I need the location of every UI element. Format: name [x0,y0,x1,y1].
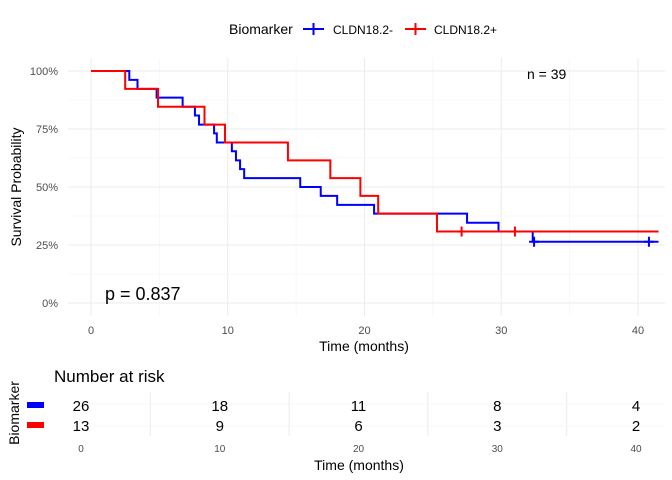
risk-x-tick-label: 20 [353,444,365,455]
censor-marks [456,226,654,247]
x-tick-label: 10 [222,325,234,337]
risk-row-key [27,422,44,428]
y-tick-label: 50% [36,182,58,194]
risk-table-keys [27,402,44,428]
legend: Biomarker CLDN18.2- CLDN18.2+ [229,21,497,37]
risk-table-y-axis-title: Biomarker [6,381,22,445]
y-axis-title: Survival Probability [8,127,24,246]
risk-table-cell: 8 [493,398,501,415]
censor-mark [529,236,540,247]
risk-x-tick-label: 40 [630,444,642,455]
risk-table-title: Number at risk [54,367,165,386]
censor-mark [456,226,467,237]
y-tick-label: 100% [30,66,58,78]
x-tick-label: 30 [495,325,507,337]
n-annotation: n = 39 [527,66,567,82]
main-plot-grid [68,58,665,316]
y-axis-ticks: 0% 25% 50% 75% 100% [30,66,58,310]
censor-mark [509,226,520,237]
risk-table-cell: 3 [493,418,501,435]
risk-table-cells: 26 18 11 8 4 13 9 6 3 2 [73,398,641,435]
y-tick-label: 0% [42,298,58,310]
x-tick-label: 20 [358,325,370,337]
risk-table-x-axis-title: Time (months) [314,457,404,473]
risk-x-tick-label: 0 [78,444,84,455]
risk-row-key [27,402,44,408]
y-tick-label: 75% [36,124,58,136]
risk-table-cell: 13 [73,418,90,435]
legend-title: Biomarker [229,21,293,37]
survival-curves [91,70,659,243]
risk-table-cell: 18 [211,398,228,415]
y-tick-label: 25% [36,240,58,252]
risk-x-tick-label: 10 [214,444,226,455]
legend-label-cldn18-pos: CLDN18.2+ [434,23,497,37]
legend-label-cldn18-neg: CLDN18.2- [333,23,393,37]
censor-mark [643,236,654,247]
risk-table-cell: 11 [351,398,367,415]
risk-table-grid [72,392,665,436]
risk-table-cell: 2 [632,418,640,435]
x-axis-title: Time (months) [319,338,409,354]
risk-table-x-ticks: 0 10 20 30 40 [78,444,642,455]
x-axis-ticks: 0 10 20 30 40 [88,325,644,337]
x-tick-label: 0 [88,325,94,337]
survival-curve-cldn18-pos [91,70,659,233]
risk-table-cell: 4 [632,398,640,415]
risk-x-tick-label: 30 [492,444,504,455]
x-tick-label: 40 [632,325,644,337]
risk-table-cell: 26 [73,398,90,415]
risk-table-cell: 6 [354,418,362,435]
risk-table-cell: 9 [216,418,224,435]
p-value-annotation: p = 0.837 [105,284,181,304]
